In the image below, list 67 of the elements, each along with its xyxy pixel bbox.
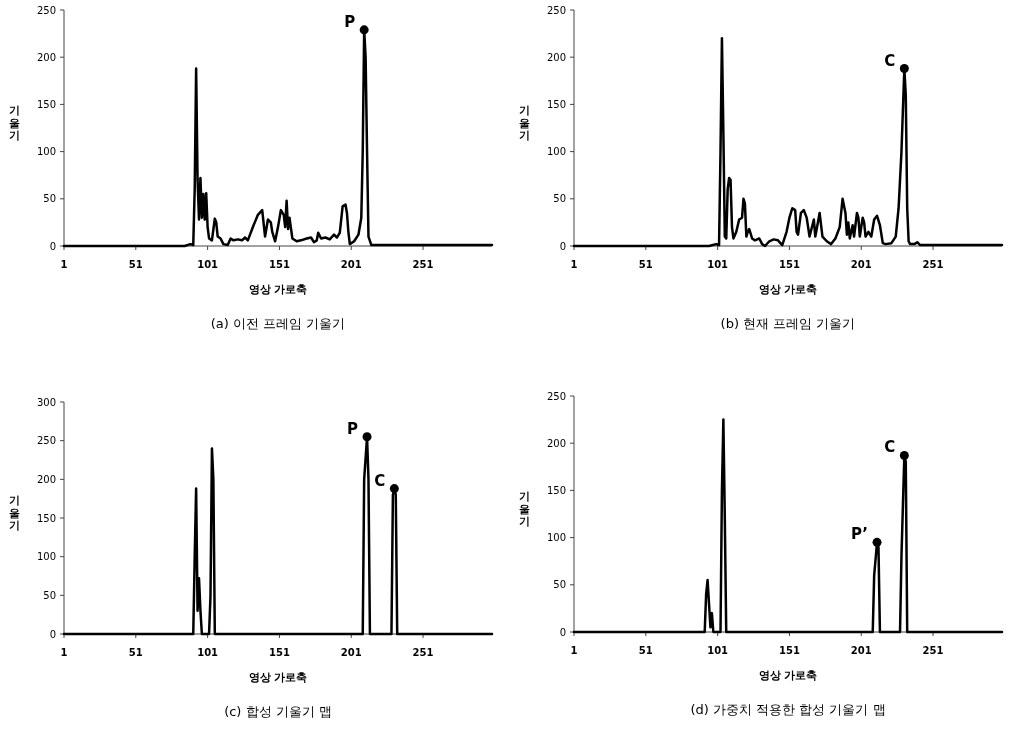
x-tick-label: 101	[197, 647, 219, 658]
y-axis-title: 기울기	[8, 104, 20, 143]
y-axis-title: 기울기	[518, 490, 530, 529]
x-tick-label: 51	[128, 259, 143, 270]
x-tick-label: 101	[197, 259, 219, 270]
x-tick-label: 151	[269, 647, 290, 658]
y-tick-label: 0	[559, 240, 566, 252]
x-tick-label: 151	[779, 259, 800, 270]
y-tick-label: 0	[49, 628, 56, 640]
y-tick-label: 150	[36, 98, 56, 110]
text: (c) 합성 기울기 맵	[224, 704, 332, 719]
text: (a) 이전 프레임 기울기	[210, 316, 346, 331]
y-tick-label: 250	[36, 4, 56, 16]
annotation: C	[374, 471, 386, 490]
y-tick-label: 50	[553, 193, 566, 205]
x-tick-label: 51	[638, 645, 653, 656]
y-tick-label: 250	[546, 390, 566, 402]
x-axis-title: 영상 가로축	[758, 669, 818, 682]
y-axis-title: 기울기	[518, 104, 530, 143]
x-tick-label: 51	[638, 259, 653, 270]
y-tick-label: 150	[546, 484, 566, 496]
annotation: P	[344, 12, 356, 31]
y-tick-label: 50	[43, 193, 56, 205]
y-tick-label: 100	[546, 146, 566, 158]
x-axis-title: 영상 가로축	[758, 283, 818, 296]
y-tick-label: 150	[546, 98, 566, 110]
x-tick-label: 251	[922, 259, 944, 270]
text: (b) 현재 프레임 기울기	[720, 316, 856, 331]
y-tick-label: 150	[36, 512, 56, 524]
y-tick-label: 200	[546, 437, 566, 449]
annotation: C	[884, 438, 896, 457]
x-tick-label: 1	[60, 647, 68, 658]
y-tick-label: 100	[36, 146, 56, 158]
x-tick-label: 151	[269, 259, 290, 270]
y-tick-label: 200	[36, 473, 56, 485]
y-tick-label: 100	[36, 551, 56, 563]
y-tick-label: 200	[546, 51, 566, 63]
x-tick-label: 151	[779, 645, 800, 656]
x-tick-label: 1	[60, 259, 68, 270]
y-tick-label: 100	[546, 532, 566, 544]
x-tick-label: 101	[707, 259, 729, 270]
x-tick-label: 201	[850, 645, 872, 656]
x-tick-label: 1	[570, 645, 578, 656]
x-tick-label: 1	[570, 259, 578, 270]
x-axis-title: 영상 가로축	[248, 671, 308, 684]
annotation: P’	[850, 525, 869, 544]
y-tick-label: 250	[546, 4, 566, 16]
y-tick-label: 50	[553, 579, 566, 591]
y-tick-label: 50	[43, 589, 56, 601]
x-tick-label: 101	[707, 645, 729, 656]
y-tick-label: 200	[36, 51, 56, 63]
text: (d) 가중치 적용한 합성 기울기 맵	[690, 702, 886, 717]
x-tick-label: 251	[412, 259, 434, 270]
y-tick-label: 0	[559, 626, 566, 638]
x-tick-label: 251	[412, 647, 434, 658]
annotation: P	[347, 419, 359, 438]
x-tick-label: 201	[340, 647, 362, 658]
y-tick-label: 300	[36, 396, 56, 408]
x-tick-label: 201	[850, 259, 872, 270]
x-tick-label: 51	[128, 647, 143, 658]
y-axis-title: 기울기	[8, 494, 20, 533]
y-tick-label: 250	[36, 435, 56, 447]
x-tick-label: 201	[340, 259, 362, 270]
x-axis-title: 영상 가로축	[248, 283, 308, 296]
annotation: C	[884, 51, 896, 70]
x-tick-label: 251	[922, 645, 944, 656]
y-tick-label: 0	[49, 240, 56, 252]
